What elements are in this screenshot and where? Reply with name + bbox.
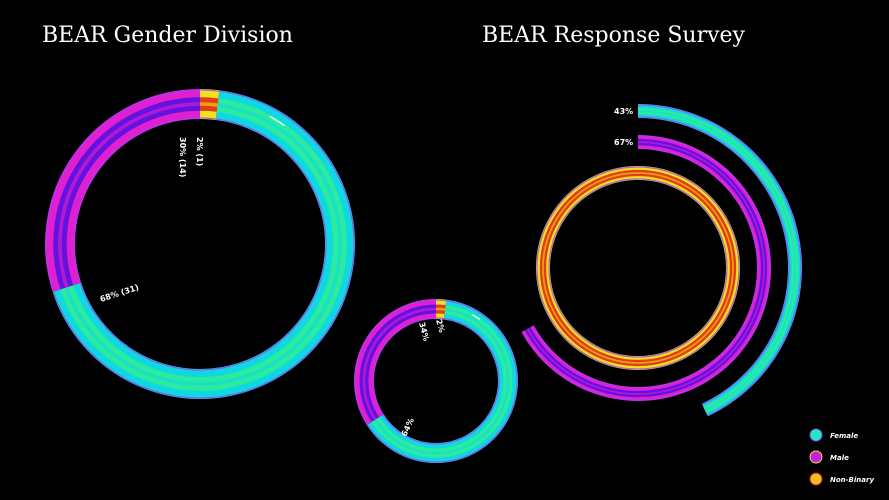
data-label-male: 34% [417,321,431,342]
donut-slice-female [52,90,355,399]
chart-title-gender: BEAR Gender Division [42,23,293,48]
legend-label-male: Male [830,454,849,462]
legend: Female Male Non-Binary [809,428,874,486]
legend-swatch-female [809,428,823,442]
highlight-streak [269,115,285,127]
donut-slice-non-binary [199,88,220,121]
legend-swatch-nonbinary [809,472,823,486]
legend-item-female: Female [809,428,858,442]
radial-bar-male [521,135,771,401]
data-label-non-binary: 2% (1) [195,137,204,166]
data-label-male: 67% [614,138,633,147]
data-label-female: 43% [614,107,633,116]
donut-slice-male [45,89,201,292]
donut-chart-gender: 68% (31) 30% (14) 2% (1) [45,88,355,399]
radial-bar-non-binary [536,166,740,370]
donut-slice-male [354,299,437,425]
data-label-non-binary: 2% [434,318,446,333]
data-label-male: 30% (14) [178,137,187,177]
legend-item-male: Male [809,450,849,464]
donut-slice-non-binary [435,299,447,320]
radial-bar-chart-response: 43% 67% [521,104,802,417]
donut-slice-female [366,299,518,463]
legend-item-nonbinary: Non-Binary [809,472,874,486]
legend-label-female: Female [830,432,858,440]
highlight-streak [471,313,481,321]
donut-chart-small: 64% 34% 2% [354,299,518,463]
chart-title-response: BEAR Response Survey [482,23,746,48]
data-label-female: 68% (31) [99,283,140,304]
legend-swatch-male [809,450,823,464]
radial-bar-female [637,104,802,417]
legend-label-nonbinary: Non-Binary [830,476,874,484]
data-label-female: 64% [400,417,416,438]
